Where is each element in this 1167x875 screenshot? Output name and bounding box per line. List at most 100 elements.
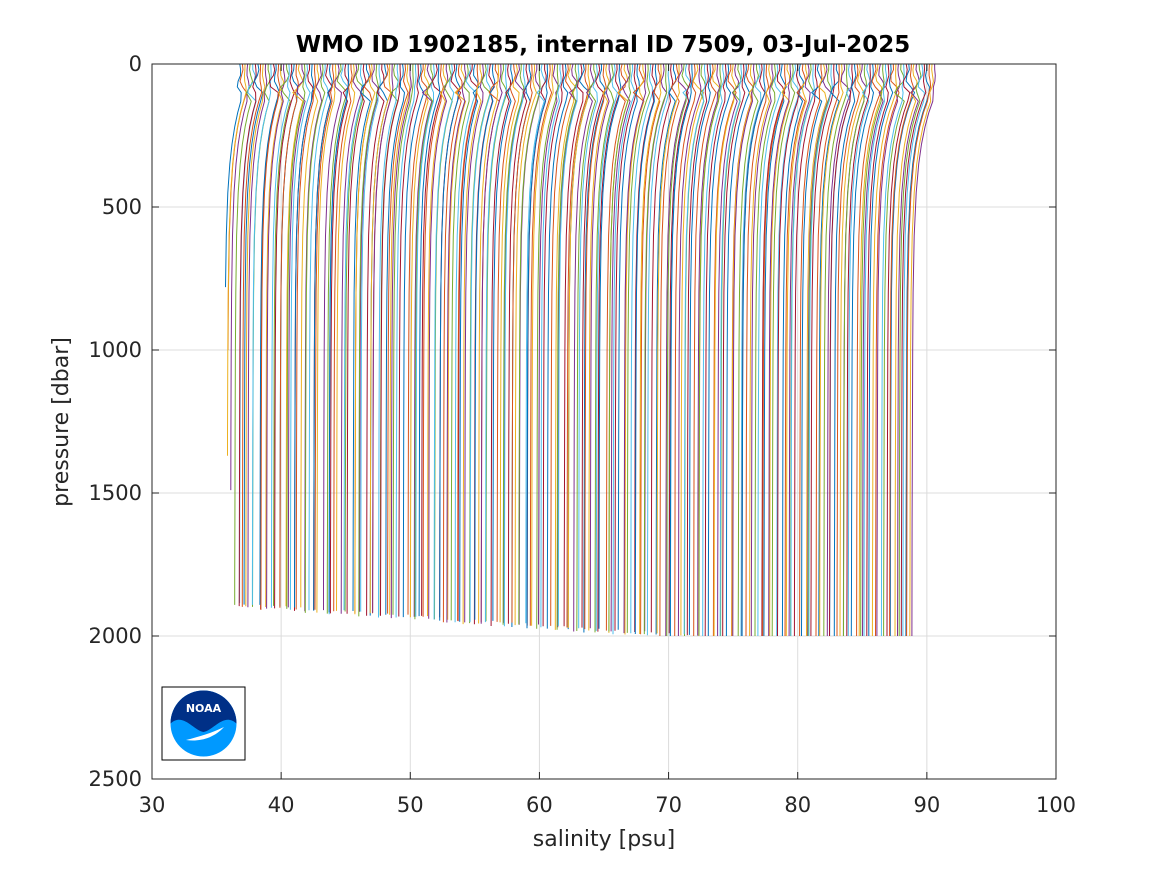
profile-line	[659, 63, 680, 637]
profile-line	[421, 63, 442, 616]
profile-line	[863, 64, 887, 637]
logo-wave	[186, 727, 224, 741]
profile-line	[801, 63, 823, 637]
profile-line	[245, 63, 266, 607]
profile-line	[390, 63, 412, 619]
profile-line	[227, 63, 247, 456]
profile-line	[243, 63, 264, 605]
profile-line	[511, 63, 533, 623]
profile-line	[340, 63, 362, 614]
profile-line	[442, 63, 463, 623]
profile-line	[819, 63, 844, 637]
profile-line	[265, 63, 284, 608]
profile-line	[829, 63, 854, 637]
profile-line	[474, 63, 496, 620]
profile-line	[750, 64, 774, 637]
profile-line	[612, 63, 636, 635]
profile-line	[650, 63, 674, 633]
profile-line	[502, 63, 525, 625]
profile-line	[732, 63, 756, 637]
profile-line	[605, 63, 627, 631]
profile-line	[610, 63, 631, 632]
profile-line	[409, 63, 431, 618]
profile-line	[358, 63, 380, 617]
profile-line	[698, 63, 722, 636]
x-tick-label: 90	[913, 793, 940, 817]
x-tick-label: 100	[1036, 793, 1076, 817]
profile-line	[749, 63, 772, 637]
profile-line	[683, 63, 707, 635]
profile-line	[234, 63, 253, 605]
profile-line	[260, 63, 281, 610]
profile-line	[717, 63, 739, 637]
profile-line	[313, 63, 333, 611]
profile-line	[346, 63, 367, 614]
profile-line	[815, 63, 840, 637]
profile-line	[480, 63, 503, 624]
profile-line	[702, 63, 725, 637]
profile-line	[669, 63, 693, 637]
profile-line	[823, 63, 848, 637]
profile-line	[369, 63, 392, 614]
profile-line	[725, 63, 750, 637]
profile-line	[279, 63, 299, 608]
profile-line	[225, 63, 242, 288]
profile-line	[894, 63, 918, 637]
profile-line	[806, 63, 828, 637]
x-tick-label: 40	[268, 793, 295, 817]
profile-line	[697, 63, 721, 636]
profile-line	[385, 63, 405, 615]
profile-line	[740, 63, 762, 637]
profile-line	[875, 63, 900, 637]
profile-line	[540, 63, 562, 628]
profile-line	[398, 63, 419, 617]
profile-line	[525, 63, 546, 624]
profile-line	[422, 63, 444, 617]
profile-line	[763, 63, 787, 637]
profile-line	[329, 63, 349, 614]
profile-line	[762, 63, 787, 637]
profile-line	[680, 63, 705, 636]
profile-line	[768, 63, 792, 637]
profile-line	[624, 63, 646, 635]
x-axis-label: salinity [psu]	[533, 827, 675, 852]
y-tick-label: 2000	[89, 624, 142, 648]
profile-line	[556, 63, 578, 630]
x-tick-label: 80	[784, 793, 811, 817]
profile-line	[573, 63, 595, 632]
profile-line	[457, 63, 479, 621]
profile-line	[563, 63, 584, 627]
profile-line	[761, 63, 786, 637]
y-axis-ticks: 0 500 1000 1500 2000 2500	[89, 52, 1056, 791]
profile-line	[459, 63, 480, 622]
profile-line	[554, 63, 577, 630]
profile-line	[788, 63, 811, 637]
profile-line	[693, 63, 717, 637]
profile-line	[583, 63, 606, 633]
profile-line	[469, 64, 492, 622]
x-tick-label: 60	[526, 793, 553, 817]
profile-line	[389, 63, 411, 615]
profile-line	[843, 63, 867, 637]
profile-line	[503, 63, 526, 623]
profile-line	[836, 63, 860, 637]
profile-line	[241, 64, 263, 607]
profile-line	[839, 63, 865, 637]
profile-line	[634, 63, 657, 633]
profile-line	[478, 63, 500, 624]
x-tick-label: 30	[139, 793, 166, 817]
profile-line	[323, 63, 342, 611]
profile-line	[866, 63, 890, 637]
profile-line	[360, 63, 381, 612]
profile-line	[713, 63, 737, 637]
x-tick-label: 50	[397, 793, 424, 817]
profile-line	[352, 63, 371, 612]
profile-line	[354, 63, 376, 615]
profile-line	[776, 63, 801, 637]
profile-line	[588, 63, 610, 631]
profile-line	[259, 63, 280, 605]
profile-line	[677, 63, 702, 637]
profile-line	[688, 63, 711, 635]
profile-line	[251, 63, 272, 605]
profile-line	[757, 63, 782, 637]
